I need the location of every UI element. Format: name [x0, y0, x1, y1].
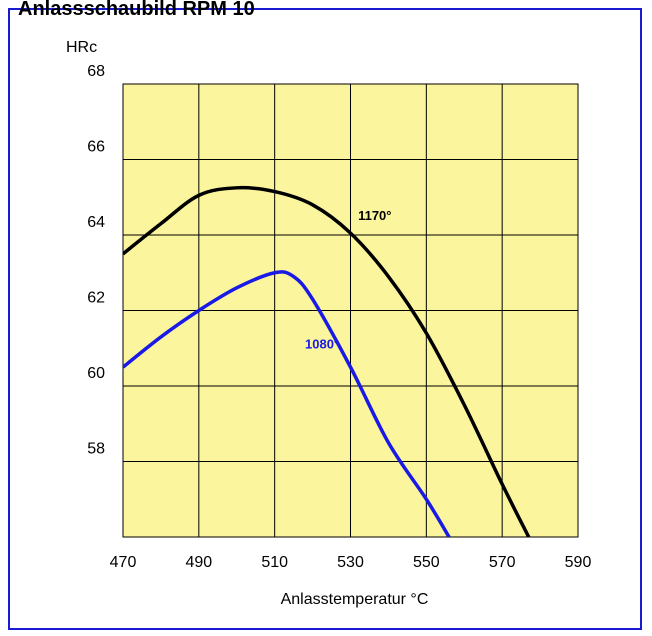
series-line-1 — [123, 185, 531, 537]
x-tick-label: 570 — [489, 554, 516, 571]
series-line-2 — [123, 270, 451, 537]
y-tick-label: 64 — [87, 214, 105, 231]
x-axis-ticks: 470 490 510 530 550 570 590 — [110, 554, 592, 571]
plot-border — [122, 83, 579, 538]
y-tick-label: 62 — [87, 290, 105, 307]
y-tick-label: 68 — [87, 63, 105, 80]
y-tick-label: 60 — [87, 365, 105, 382]
y-axis-ticks: 58 60 62 64 66 68 — [87, 63, 105, 458]
x-axis-title: Anlasstemperatur °C — [281, 591, 429, 608]
x-tick-label: 470 — [110, 554, 137, 571]
y-tick-label: 66 — [87, 139, 105, 156]
series-lines — [123, 185, 531, 537]
series-labels: 1170° 1080° — [305, 208, 391, 351]
y-tick-label: 58 — [87, 441, 105, 458]
x-tick-label: 490 — [185, 554, 212, 571]
series-label-1: 1170° — [358, 208, 391, 223]
x-tick-label: 550 — [413, 554, 440, 571]
chart-title: Anlassschaubild RPM 10 — [18, 0, 255, 20]
x-tick-label: 510 — [261, 554, 288, 571]
x-tick-label: 530 — [337, 554, 364, 571]
y-axis-title: HRc — [66, 39, 97, 56]
series-label-2: 1080° — [305, 336, 339, 351]
x-tick-label: 590 — [565, 554, 592, 571]
grid-lines — [122, 83, 579, 538]
